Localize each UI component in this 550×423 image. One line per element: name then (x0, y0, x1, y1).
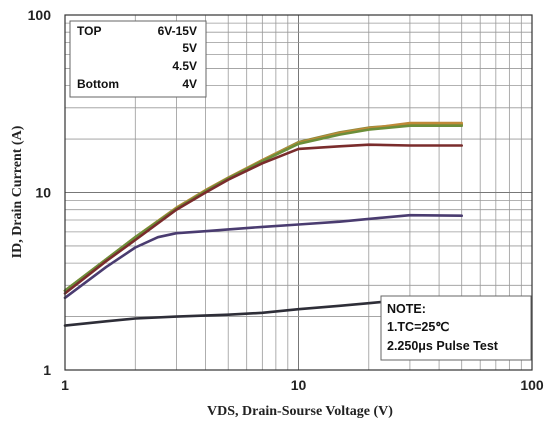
tick-labels: 1 10 100 1 10 100 (28, 7, 544, 393)
note-box: NOTE: 1.TC=25℃ 2.250μs Pulse Test (380, 295, 532, 361)
legend-row-1-value: 5V (182, 41, 197, 55)
y-tick-label-0: 1 (43, 362, 51, 378)
series-line-1 (63, 121, 463, 292)
legend-row-0-value: 6V-15V (158, 24, 197, 38)
legend-row-3-value: 4V (182, 77, 197, 91)
legend-row-3-label: Bottom (77, 77, 119, 91)
y-axis-title: ID, Drain Current (A) (10, 125, 25, 258)
legend-row-0-label: TOP (77, 24, 101, 38)
y-tick-label-1: 10 (35, 185, 51, 201)
note-line-1: 1.TC=25℃ (387, 320, 449, 334)
legend-box: TOP 6V-15V 5V 4.5V Bottom 4V (69, 20, 207, 98)
series-line-2 (63, 124, 463, 292)
x-axis-title: VDS, Drain-Sourse Voltage (V) (207, 404, 393, 419)
x-tick-label-0: 1 (61, 377, 69, 393)
y-tick-label-2: 100 (28, 7, 52, 23)
note-line-0: NOTE: (387, 302, 426, 316)
series-line-3 (63, 143, 463, 295)
series-line-0 (63, 123, 463, 292)
note-line-2: 2.250μs Pulse Test (387, 339, 499, 353)
plot-frame (64, 14, 533, 371)
x-tick-label-2: 100 (520, 377, 544, 393)
series-group (63, 121, 463, 327)
legend-row-2-value: 4.5V (172, 59, 197, 73)
x-tick-label-1: 10 (291, 377, 307, 393)
series-line-4 (63, 213, 463, 300)
